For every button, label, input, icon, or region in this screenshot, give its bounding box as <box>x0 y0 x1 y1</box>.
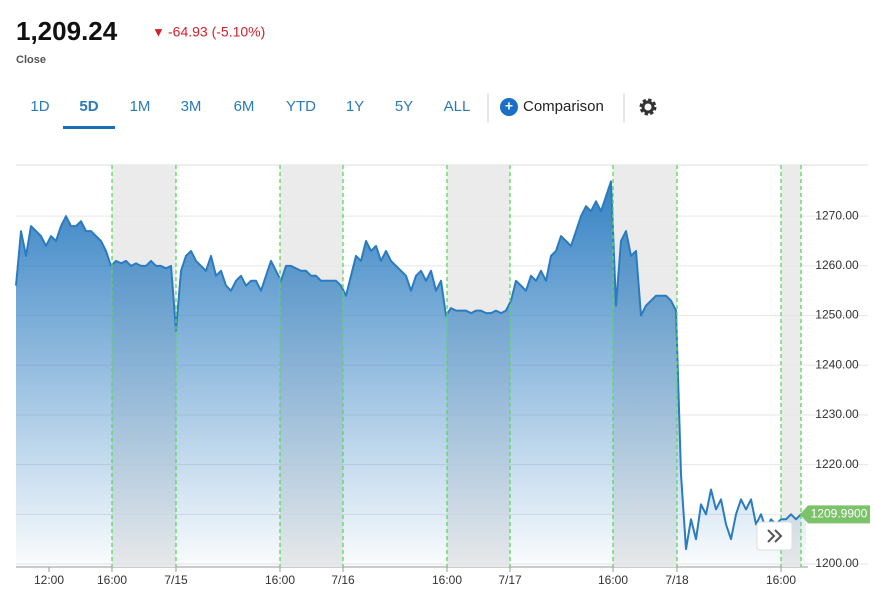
chevrons <box>767 529 783 543</box>
range-tab[interactable]: 1M <box>130 98 151 115</box>
market-status: Close <box>16 54 46 66</box>
y-tick-label: 1230.00 <box>815 407 859 421</box>
range-tab[interactable]: ALL <box>444 98 471 115</box>
plus-icon: + <box>505 98 513 114</box>
y-tick-label: 1240.00 <box>815 357 859 371</box>
price-line <box>15 180 806 551</box>
x-tick-label: 16:00 <box>265 573 295 587</box>
comparison-icon[interactable] <box>500 98 518 116</box>
x-tick-label: 16:00 <box>598 573 628 587</box>
extended-hours-band <box>781 165 801 567</box>
price-area <box>16 181 806 567</box>
range-tab[interactable]: YTD <box>286 98 316 115</box>
comparison-button[interactable]: Comparison <box>523 98 604 115</box>
last-price-label: 1209.9900 <box>811 507 868 521</box>
range-tab[interactable]: 1D <box>30 98 49 115</box>
x-tick-label: 16:00 <box>766 573 796 587</box>
x-tick-label: 7/15 <box>164 573 188 587</box>
scroll-right-button[interactable] <box>756 521 793 551</box>
last-price-tag <box>800 505 870 524</box>
x-tick-label: 12:00 <box>34 573 64 587</box>
y-tick-label: 1270.00 <box>815 208 859 222</box>
x-tick-label: 16:00 <box>97 573 127 587</box>
range-tab[interactable]: 3M <box>181 98 202 115</box>
y-tick-label: 1250.00 <box>815 308 859 322</box>
range-tab[interactable]: 1Y <box>346 98 364 115</box>
x-tick-label: 7/16 <box>331 573 355 587</box>
active-tab-underline <box>63 126 115 129</box>
x-tick-label: 7/18 <box>665 573 689 587</box>
down-arrow: ▼ <box>152 24 165 39</box>
y-tick-label: 1260.00 <box>815 258 859 272</box>
price-change: -64.93 (-5.10%) <box>168 24 265 40</box>
y-tick-label: 1220.00 <box>815 457 859 471</box>
settings-gear[interactable] <box>639 98 657 116</box>
range-tab[interactable]: 6M <box>234 98 255 115</box>
range-tab[interactable]: 5D <box>79 98 98 115</box>
price: 1,209.24 <box>16 16 118 46</box>
gear-ring <box>641 100 655 114</box>
x-tick-label: 7/17 <box>498 573 522 587</box>
x-tick-label: 16:00 <box>432 573 462 587</box>
y-tick-label: 1200.00 <box>815 556 859 570</box>
range-tab[interactable]: 5Y <box>395 98 413 115</box>
